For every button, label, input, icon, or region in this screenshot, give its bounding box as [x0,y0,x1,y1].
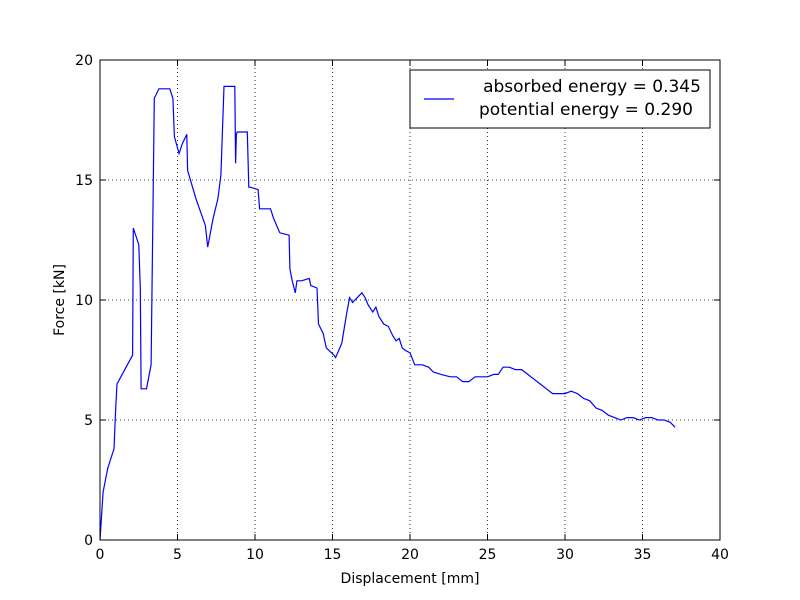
legend-entry-potential-energy: potential energy = 0.290 [479,100,693,120]
x-tick-label: 10 [246,547,264,563]
tick-layer: 0 5 10 15 20 25 30 35 40 0 5 10 15 20 [75,53,729,563]
grid-layer [100,60,720,540]
x-tick-label: 25 [479,547,497,563]
y-tick-label: 5 [84,413,93,429]
y-tick-label: 15 [75,173,93,189]
legend: absorbed energy = 0.345 potential energy… [409,69,711,129]
x-tick-label: 30 [556,547,574,563]
x-tick-label: 35 [634,547,652,563]
series-line [99,85,676,541]
legend-entry-absorbed-energy: absorbed energy = 0.345 [483,77,701,97]
x-tick-label: 15 [324,547,342,563]
legend-box [409,69,711,129]
x-tick-label: 0 [96,547,105,563]
x-tick-label: 5 [173,547,182,563]
x-tick-label: 40 [711,547,729,563]
y-tick-label: 0 [84,533,93,549]
x-tick-label: 20 [401,547,419,563]
y-tick-label: 20 [75,53,93,69]
y-tick-label: 10 [75,293,93,309]
series-layer [99,85,676,541]
y-axis-label: Force [kN] [52,264,68,336]
plot-frame [99,59,721,541]
x-axis-label: Displacement [mm] [341,571,480,587]
